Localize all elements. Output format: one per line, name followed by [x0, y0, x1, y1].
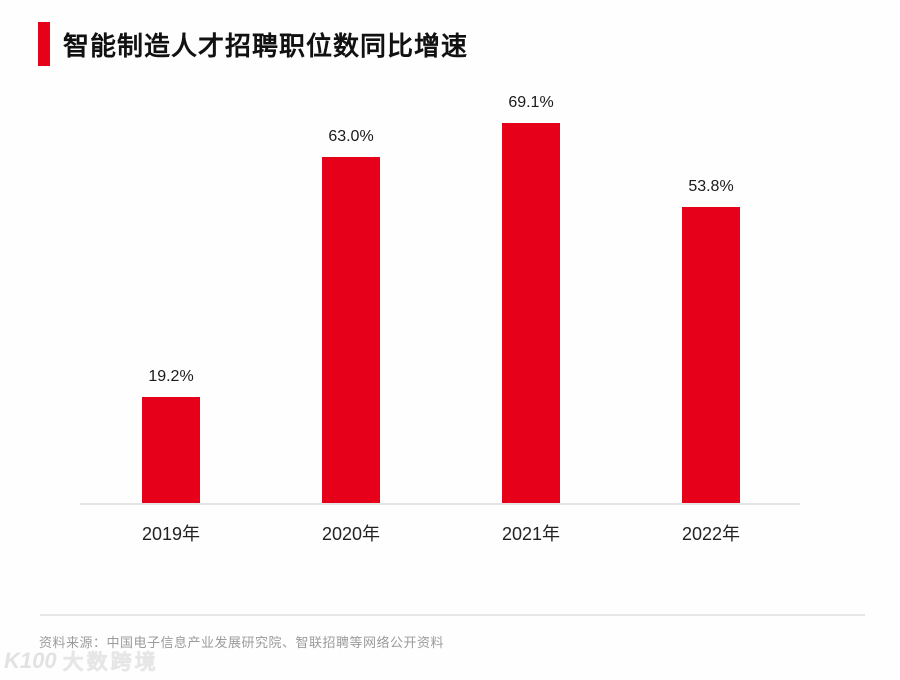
- bar-group: 53.8%: [682, 178, 740, 503]
- watermark-text: 大数跨境: [62, 651, 159, 674]
- bar-value-label: 69.1%: [508, 94, 554, 111]
- x-axis-line: [80, 503, 800, 505]
- bar: [142, 397, 200, 503]
- x-axis: 2019年 2020年 2021年 2022年: [80, 520, 800, 546]
- bar-value-label: 53.8%: [688, 178, 734, 195]
- x-axis-label: 2019年: [141, 524, 201, 544]
- bar-group: 69.1%: [502, 94, 560, 503]
- bar-value-label: 63.0%: [328, 128, 374, 145]
- watermark: K100 大数跨境: [4, 646, 159, 676]
- x-axis-label: 2022年: [681, 524, 741, 544]
- bar: [322, 157, 380, 503]
- title-accent-bar: [38, 22, 50, 66]
- bar-group: 19.2%: [142, 368, 200, 503]
- footer-divider: [40, 614, 865, 616]
- bar-group: 63.0%: [322, 128, 380, 503]
- x-axis-label: 2020年: [321, 524, 381, 544]
- watermark-logo-icon: K100: [4, 648, 57, 673]
- bar-value-label: 19.2%: [148, 368, 194, 385]
- chart-header: 智能制造人才招聘职位数同比增速: [38, 22, 468, 66]
- x-axis-label: 2021年: [501, 524, 561, 544]
- bar: [502, 123, 560, 503]
- bar: [682, 207, 740, 503]
- chart-title: 智能制造人才招聘职位数同比增速: [63, 30, 469, 61]
- source-note: 资料来源：中国电子信息产业发展研究院、智联招聘等网络公开资料: [39, 635, 445, 650]
- plot-area: 19.2% 63.0% 69.1% 53.8%: [80, 94, 800, 505]
